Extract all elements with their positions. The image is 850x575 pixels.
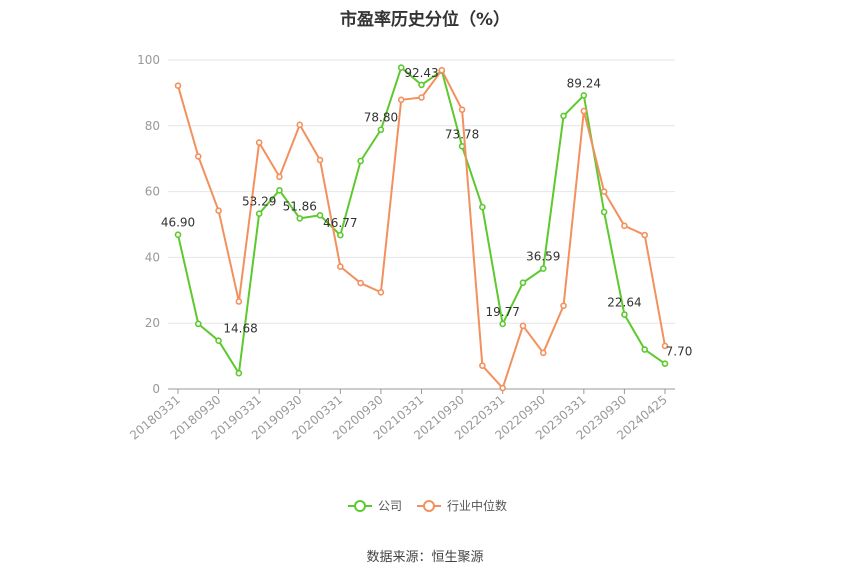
data-point-industry-median — [316, 156, 324, 164]
data-point-company — [539, 265, 547, 272]
data-point-industry-median — [600, 188, 608, 195]
data-point-industry-median — [438, 66, 446, 74]
data-point-company — [194, 320, 202, 328]
data-label: 51.86 — [283, 199, 317, 213]
data-point-company — [357, 157, 364, 165]
data-point-company — [641, 346, 649, 353]
data-point-industry-median — [621, 222, 628, 230]
data-point-company — [479, 203, 486, 211]
data-point-company — [458, 142, 466, 150]
data-point-company — [560, 112, 567, 120]
data-label: 46.90 — [161, 216, 195, 230]
data-label: 92.43 — [404, 66, 438, 80]
y-tick-label: 100 — [137, 53, 160, 67]
legend-label: 公司 — [378, 499, 402, 513]
data-point-company — [174, 231, 182, 238]
legend-marker — [354, 500, 366, 512]
data-point-industry-median — [296, 121, 304, 129]
data-point-industry-median — [499, 384, 506, 392]
data-point-company — [519, 279, 527, 287]
data-point-company — [296, 215, 304, 222]
data-point-industry-median — [661, 342, 669, 350]
data-label: 53.29 — [242, 195, 276, 209]
data-point-company — [235, 369, 243, 377]
data-point-industry-median — [539, 349, 547, 357]
data-point-company — [600, 208, 608, 216]
data-point-company — [337, 231, 344, 239]
data-point-industry-median — [479, 362, 486, 369]
data-label: 14.68 — [223, 322, 257, 336]
data-point-industry-median — [519, 322, 527, 330]
data-point-company — [215, 337, 222, 345]
data-point-industry-median — [458, 106, 466, 113]
data-label: 78.80 — [364, 111, 398, 125]
data-point-industry-median — [174, 82, 182, 89]
data-label: 36.59 — [526, 250, 560, 264]
data-point-industry-median — [641, 231, 649, 239]
data-label: 73.78 — [445, 127, 479, 141]
legend-marker — [423, 500, 435, 512]
data-label: 19.77 — [485, 305, 519, 319]
data-point-company — [397, 64, 405, 71]
data-source-note: 数据来源：恒生聚源 — [366, 550, 484, 565]
y-tick-label: 20 — [145, 316, 160, 330]
legend-label: 行业中位数 — [447, 498, 507, 513]
data-label: 89.24 — [567, 76, 601, 90]
y-tick-label: 0 — [152, 382, 160, 396]
data-point-industry-median — [215, 207, 222, 214]
data-point-company — [418, 81, 425, 89]
data-point-industry-median — [255, 139, 263, 146]
data-point-company — [580, 92, 588, 99]
data-point-company — [255, 210, 263, 217]
data-point-company — [316, 211, 324, 219]
y-tick-label: 40 — [145, 250, 160, 264]
data-point-industry-median — [580, 107, 588, 115]
data-label: 7.70 — [666, 345, 693, 359]
data-label: 46.77 — [323, 216, 357, 230]
data-point-industry-median — [397, 96, 405, 104]
data-point-company — [621, 311, 628, 318]
data-point-industry-median — [418, 94, 425, 101]
chart-title: 市盈率历史分位（%） — [339, 10, 511, 30]
data-point-industry-median — [337, 263, 344, 270]
series-line-industry-median — [177, 69, 666, 390]
data-point-company — [499, 320, 506, 328]
data-point-industry-median — [357, 279, 364, 287]
data-point-industry-median — [235, 298, 243, 305]
y-tick-label: 60 — [145, 185, 160, 199]
data-point-company — [661, 360, 669, 367]
data-point-industry-median — [194, 153, 202, 160]
data-point-industry-median — [377, 288, 385, 296]
data-point-industry-median — [276, 173, 283, 181]
data-point-company — [377, 126, 385, 134]
y-tick-label: 80 — [145, 119, 160, 133]
data-label: 22.64 — [607, 296, 641, 310]
data-point-company — [276, 186, 283, 194]
data-point-industry-median — [560, 302, 567, 310]
